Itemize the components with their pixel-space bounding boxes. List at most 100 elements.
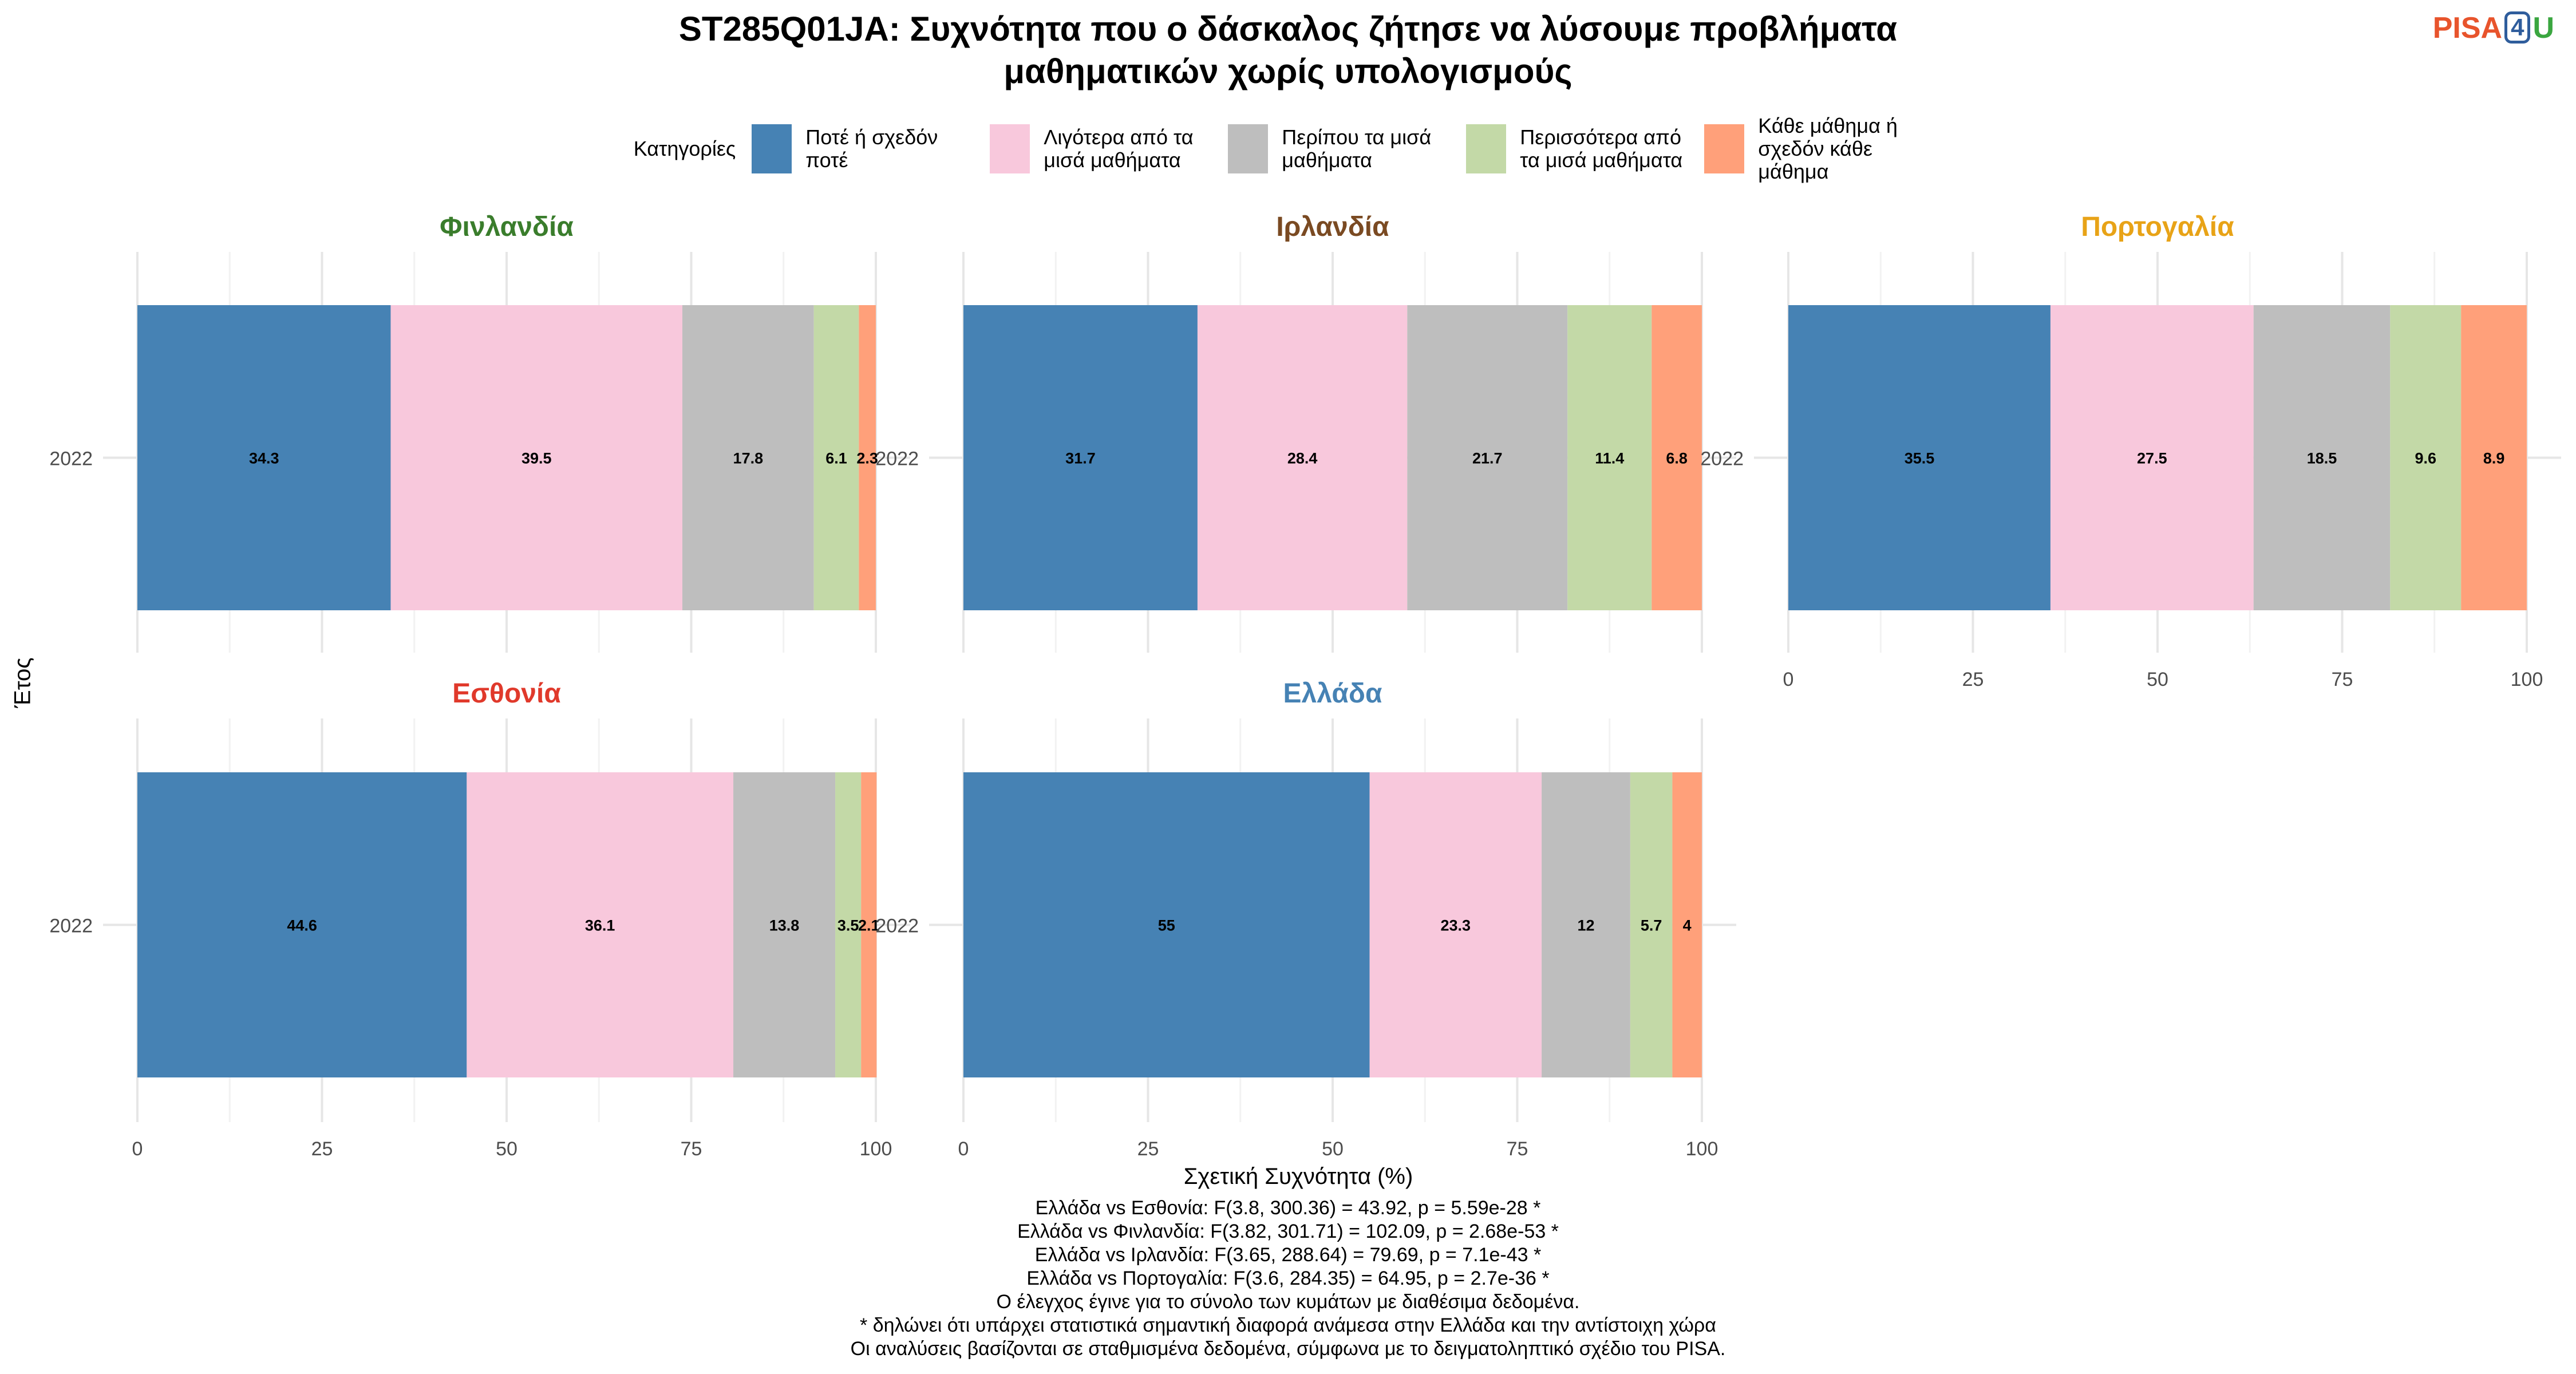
panel-4-data-label-2: 36.1 — [585, 917, 615, 934]
logo-u-text: U — [2532, 11, 2554, 45]
panel-2-bar-segment-1 — [963, 305, 1198, 610]
legend-label-every-lesson: Κάθε μάθημα ή σχεδόν κάθε μάθημα — [1758, 114, 1898, 183]
panel-1-title: Φινλανδία — [440, 212, 574, 242]
y-axis-label: Έτος — [10, 657, 35, 708]
panel-4-title: Εσθονία — [452, 678, 561, 709]
panel-4-bar-segment-4 — [835, 772, 862, 1077]
logo-pisa-text: PISA — [2432, 11, 2503, 45]
legend-key-less-than-half — [990, 124, 1030, 173]
legend-label-about-half: Περίπου τα μισά μαθήματα — [1282, 125, 1432, 172]
statistical-notes: Ελλάδα vs Εσθονία: F(3.8, 300.36) = 43.9… — [0, 1197, 2576, 1361]
legend-key-never — [752, 124, 792, 173]
panel-2-bar-segment-4 — [1567, 305, 1652, 610]
panel-4-data-label-5: 2.1 — [858, 917, 880, 934]
panel-5-bar-segment-5 — [1672, 772, 1702, 1077]
panel-1-data-label-3: 17.8 — [733, 450, 764, 467]
panel-4-data-label-1: 44.6 — [287, 917, 317, 934]
panel-5-x-tick-label: 50 — [1322, 1138, 1344, 1160]
panel-2-year-tick-label: 2022 — [875, 448, 919, 470]
panel-1-data-label-2: 39.5 — [521, 450, 552, 467]
panel-5-year-tick-label: 2022 — [875, 915, 919, 937]
chart-title-line-1: ST285Q01JA: Συχνότητα που ο δάσκαλος ζήτ… — [678, 10, 1898, 48]
legend-label-less-than-half: Λιγότερα από τα μισά μαθήματα — [1044, 125, 1194, 172]
panel-3-x-tick-label: 75 — [2332, 669, 2353, 690]
panel-4-bar-segment-1 — [137, 772, 467, 1077]
legend-item-every-lesson: Κάθε μάθημα ή σχεδόν κάθε μάθημα — [1704, 114, 1930, 183]
panel-3-year-tick-label: 2022 — [1700, 448, 1744, 470]
legend-label-more-than-half: Περισσότερα από τα μισά μαθήματα — [1520, 125, 1683, 172]
note-line-4: Ελλάδα vs Πορτογαλία: F(3.6, 284.35) = 6… — [1026, 1268, 1550, 1289]
x-axis-label: Σχετική Συχνότητα (%) — [1184, 1164, 1413, 1189]
panel-1-data-label-5: 2.3 — [856, 450, 878, 467]
legend-title: Κατηγορίες — [633, 137, 736, 160]
pisa4u-logo: PISA 4 U — [2433, 8, 2554, 48]
panel-4-x-tick-label: 0 — [132, 1138, 143, 1160]
panel-3-bar-segment-2 — [2050, 305, 2254, 610]
legend-item-more-than-half: Περισσότερα από τα μισά μαθήματα — [1466, 124, 1692, 173]
panel-5-x-tick-label: 100 — [1686, 1138, 1718, 1160]
legend-item-less-than-half: Λιγότερα από τα μισά μαθήματα — [990, 124, 1215, 173]
panel-3-bar-segment-4 — [2390, 305, 2462, 610]
legend-label-never: Ποτέ ή σχεδόν ποτέ — [805, 125, 938, 172]
panel-5-data-label-1: 55 — [1158, 917, 1175, 934]
panel-4-year-tick-label: 2022 — [49, 915, 93, 937]
panel-2-data-label-3: 21.7 — [1472, 450, 1503, 467]
panel-1-year-tick-label: 2022 — [49, 448, 93, 470]
panel-5-x-tick-label: 25 — [1137, 1138, 1159, 1160]
panel-2-data-label-4: 11.4 — [1595, 450, 1624, 467]
panel-3-x-tick-label: 100 — [2511, 669, 2543, 690]
panel-1-bar-segment-5 — [859, 305, 876, 610]
panel-2-bar-segment-5 — [1652, 305, 1702, 610]
panel-5-data-label-2: 23.3 — [1441, 917, 1471, 934]
panel-2-bar-segment-3 — [1407, 305, 1568, 610]
panel-4-x-tick-label: 100 — [860, 1138, 892, 1160]
chart-title-line-2: μαθηματικών χωρίς υπολογισμούς — [1003, 52, 1573, 90]
panel-1-data-label-4: 6.1 — [825, 450, 847, 467]
panel-4-x-tick-label: 75 — [681, 1138, 702, 1160]
legend-key-every-lesson — [1704, 124, 1745, 173]
panel-2-title: Ιρλανδία — [1276, 212, 1389, 242]
panel-2-data-label-2: 28.4 — [1287, 450, 1318, 467]
panel-3-bar-segment-1 — [1788, 305, 2050, 610]
note-line-1: Ελλάδα vs Εσθονία: F(3.8, 300.36) = 43.9… — [1035, 1197, 1541, 1219]
panel-3-x-tick-label: 0 — [1783, 669, 1794, 690]
panel-4-bar-segment-2 — [467, 772, 734, 1077]
panel-2-data-label-5: 6.8 — [1666, 450, 1688, 467]
panel-5-bar-segment-3 — [1542, 772, 1630, 1077]
panel-3-data-label-5: 8.9 — [2483, 450, 2505, 467]
panel-3-data-label-1: 35.5 — [1905, 450, 1935, 467]
panel-1-bar-segment-2 — [390, 305, 683, 610]
panel-3-bar-segment-5 — [2461, 305, 2527, 610]
panel-5-data-label-4: 5.7 — [1641, 917, 1662, 934]
logo-four-text: 4 — [2504, 11, 2531, 44]
panel-4-bar-segment-5 — [861, 772, 877, 1077]
panel-4-x-tick-label: 50 — [496, 1138, 517, 1160]
panel-3-data-label-2: 27.5 — [2137, 450, 2167, 467]
panel-5-bar-segment-2 — [1369, 772, 1542, 1077]
panel-3-data-label-3: 18.5 — [2307, 450, 2337, 467]
legend: Κατηγορίες Ποτέ ή σχεδόν ποτέ Λιγότερα α… — [0, 114, 2576, 183]
panel-1-bar-segment-1 — [137, 305, 391, 610]
panel-4-data-label-3: 13.8 — [769, 917, 800, 934]
panel-5-bar-segment-1 — [963, 772, 1370, 1077]
panel-3-title: Πορτογαλία — [2081, 212, 2234, 242]
panel-4-data-label-4: 3.5 — [837, 917, 859, 934]
legend-key-about-half — [1228, 124, 1269, 173]
note-line-3: Ελλάδα vs Ιρλανδία: F(3.65, 288.64) = 79… — [1034, 1244, 1542, 1266]
legend-item-about-half: Περίπου τα μισά μαθήματα — [1228, 124, 1453, 173]
panel-4-x-tick-label: 25 — [311, 1138, 333, 1160]
note-line-6: * δηλώνει ότι υπάρχει στατιστικά σημαντι… — [860, 1314, 1716, 1336]
chart-title: ST285Q01JA: Συχνότητα που ο δάσκαλος ζήτ… — [0, 8, 2576, 93]
panel-3-data-label-4: 9.6 — [2415, 450, 2436, 467]
legend-key-more-than-half — [1466, 124, 1507, 173]
panel-2-bar-segment-2 — [1197, 305, 1408, 610]
legend-item-never: Ποτέ ή σχεδόν ποτέ — [752, 124, 977, 173]
panel-5-x-tick-label: 0 — [958, 1138, 969, 1160]
panel-5-bar-segment-4 — [1630, 772, 1673, 1077]
panel-4-bar-segment-3 — [733, 772, 836, 1077]
panel-1-bar-segment-3 — [682, 305, 814, 610]
panel-5-data-label-3: 12 — [1577, 917, 1594, 934]
panel-1-bar-segment-4 — [813, 305, 859, 610]
note-line-5: Ο έλεγχος έγινε για το σύνολο των κυμάτω… — [996, 1291, 1580, 1313]
panel-3-x-tick-label: 25 — [1962, 669, 1984, 690]
